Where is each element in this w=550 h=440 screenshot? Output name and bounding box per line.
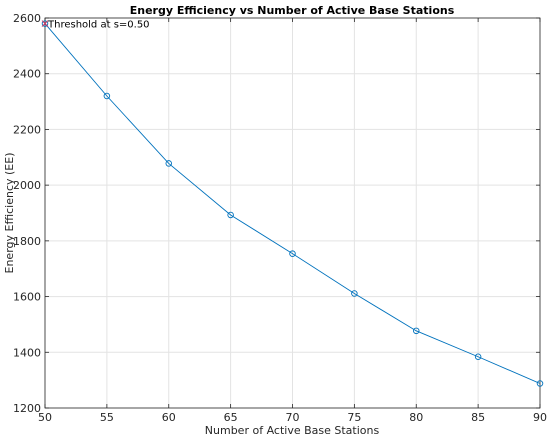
x-tick-label: 85: [471, 411, 485, 424]
x-tick-label: 55: [100, 411, 114, 424]
data-point: [165, 160, 172, 167]
x-tick-label: 70: [286, 411, 300, 424]
x-tick-label: 65: [224, 411, 238, 424]
x-tick-label: 80: [409, 411, 423, 424]
x-axis-label: Number of Active Base Stations: [205, 424, 380, 437]
chart-title: Energy Efficiency vs Number of Active Ba…: [130, 4, 455, 17]
y-tick-label: 1400: [13, 346, 41, 359]
x-tick-label: 90: [533, 411, 547, 424]
data-point: [413, 327, 420, 335]
y-tick-label: 1200: [13, 402, 41, 415]
data-point: [351, 290, 358, 297]
data-point: [103, 92, 111, 100]
x-tick-label: 50: [38, 411, 52, 424]
grid: [44, 17, 541, 409]
y-tick-label: 1600: [13, 291, 41, 304]
threshold-marker-stroke: [41, 20, 49, 27]
y-tick-label: 2400: [13, 68, 41, 81]
data-point: [289, 250, 296, 257]
y-axis-label: Energy Efficiency (EE): [3, 153, 16, 274]
x-tick-label: 60: [162, 411, 176, 424]
data-point: [474, 353, 482, 360]
annotation-layer: Threshold at s=0.50: [41, 20, 150, 31]
x-tick-label: 75: [347, 411, 361, 424]
data-point: [41, 20, 49, 27]
series-layer: [41, 20, 544, 387]
threshold-marker: [41, 20, 49, 27]
axis-ticks: 50 55 60 65 70 75 80 85 90 1200 1400 1600 1800 2000 22…: [13, 12, 547, 424]
y-tick-label: 2200: [13, 123, 41, 136]
data-point: [536, 380, 544, 387]
y-tick-label: 1800: [13, 235, 41, 248]
threshold-annotation: Threshold at s=0.50: [47, 20, 150, 31]
data-point: [227, 211, 234, 219]
y-tick-label: 2000: [13, 179, 41, 192]
series-line: [44, 23, 541, 384]
y-tick-label: 2600: [13, 12, 41, 25]
